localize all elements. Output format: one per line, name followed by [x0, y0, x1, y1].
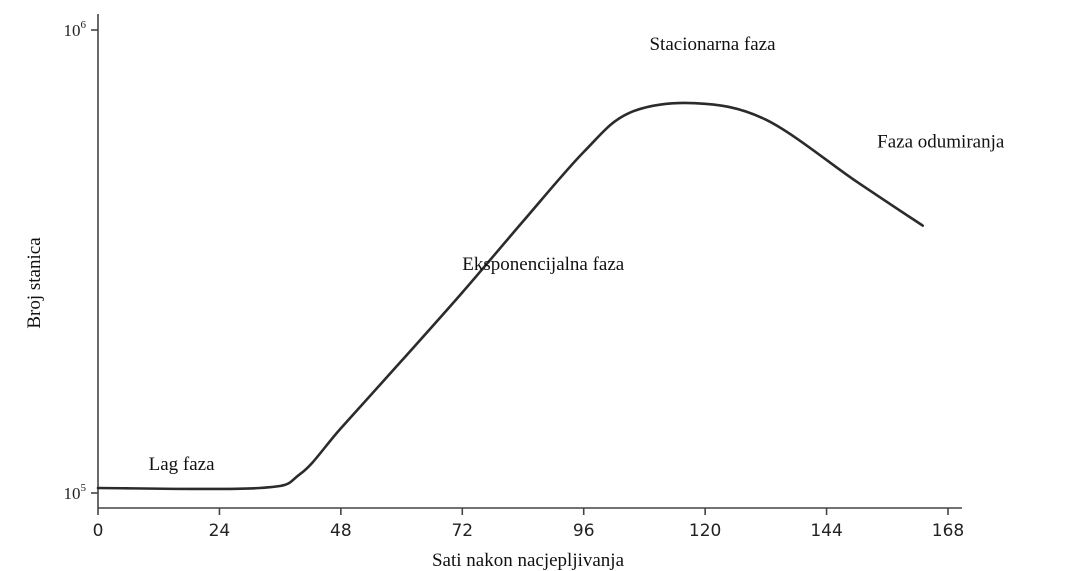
phase-annotation: Eksponencijalna faza: [462, 254, 625, 275]
y-ticks: 105 106: [64, 19, 98, 503]
y-axis-title: Broj stanica: [24, 237, 45, 329]
x-tick-label: 0: [93, 521, 104, 541]
x-tick-label: 72: [451, 521, 473, 541]
annotations: Lag faza Eksponencijalna faza Stacionarna …: [149, 34, 1005, 475]
phase-annotation: Stacionarna faza: [649, 34, 776, 55]
x-tick-label: 24: [209, 521, 231, 541]
y-tick-label: 105: [64, 482, 87, 503]
x-tick-label: 96: [573, 521, 595, 541]
phase-annotation: Faza odumiranja: [877, 132, 1005, 153]
x-axis-title: Sati nakon nacjepljivanja: [432, 550, 625, 571]
y-tick-label: 106: [64, 19, 87, 40]
x-ticks: 0 24 48 72 96 120 144 168: [93, 508, 964, 541]
x-tick-label: 144: [810, 521, 842, 541]
x-tick-label: 168: [932, 521, 964, 541]
x-tick-label: 48: [330, 521, 352, 541]
phase-annotation: Lag faza: [149, 454, 215, 475]
x-tick-label: 120: [689, 521, 721, 541]
axes: [97, 14, 962, 509]
series-layer: [96, 101, 924, 491]
growth-curve-line: [96, 101, 924, 491]
